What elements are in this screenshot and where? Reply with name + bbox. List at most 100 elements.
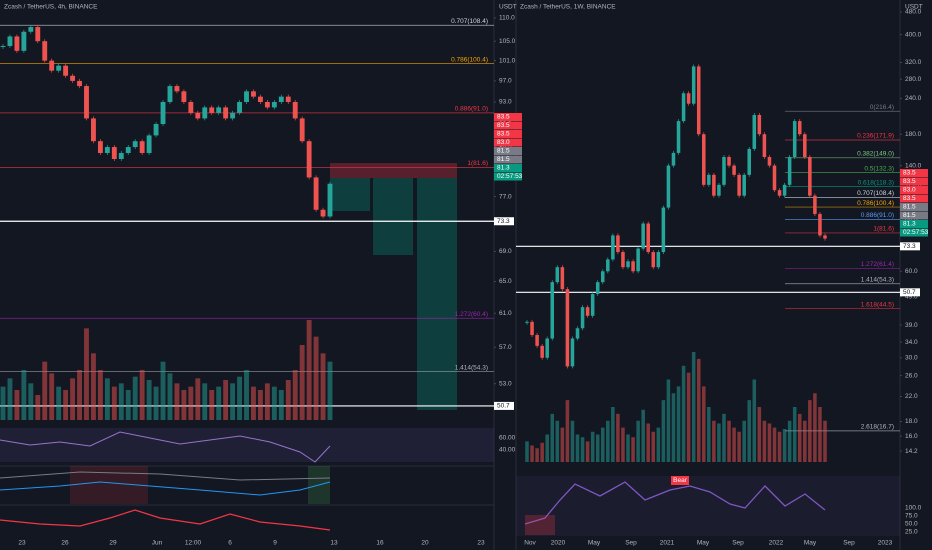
- candle: [752, 115, 757, 149]
- volume-bar: [251, 386, 256, 420]
- candle: [550, 282, 555, 339]
- volume-bar: [671, 393, 676, 462]
- volume-bar: [313, 336, 319, 420]
- y-tick-label: 93.0: [499, 99, 512, 106]
- volume-bar: [570, 420, 575, 462]
- candle: [181, 91, 187, 102]
- candle: [21, 31, 27, 51]
- price-tag: 83.0: [903, 187, 916, 194]
- price-tag: 83.5: [903, 170, 916, 177]
- indicator-tick: 60.00: [499, 435, 516, 442]
- candle: [230, 112, 236, 119]
- price-tag: 81.3: [903, 221, 916, 228]
- volume-bar: [223, 380, 229, 420]
- y-tick-label: 101.0: [499, 57, 516, 64]
- volume-bar: [813, 393, 817, 462]
- y-tick-label: 400.0: [905, 31, 922, 38]
- indicator-line: [0, 481, 331, 496]
- fib-label: 0.707(108.4): [451, 18, 488, 25]
- volume-bar: [661, 400, 666, 462]
- candle: [278, 96, 284, 102]
- volume-bar: [626, 434, 630, 462]
- y-tick-label: 22.0: [905, 393, 918, 400]
- fib-label: 0(216.4): [870, 104, 894, 111]
- candle: [792, 121, 797, 157]
- y-tick-label: 97.0: [499, 78, 512, 85]
- volume-bar: [535, 448, 539, 462]
- price-tag: 81.3: [497, 165, 510, 172]
- volume-bar: [139, 370, 145, 420]
- volume-bar: [676, 386, 681, 462]
- candle: [111, 147, 117, 159]
- candle: [313, 177, 319, 210]
- candle: [681, 93, 686, 122]
- candle: [823, 235, 827, 239]
- fib-label: 0.5(132.3): [864, 165, 894, 172]
- price-tag-box: [900, 194, 928, 203]
- y-tick-label: 320.0: [905, 59, 922, 66]
- candle: [223, 107, 229, 119]
- y-tick-label: 57.0: [499, 344, 512, 351]
- volume-bar: [565, 400, 570, 462]
- price-tag: 83.5: [903, 178, 916, 185]
- y-tick-label: 60.0: [905, 268, 918, 275]
- volume-bar: [0, 386, 6, 420]
- target-box: [417, 178, 457, 410]
- y-tick-label: 26.0: [905, 372, 918, 379]
- candle: [285, 96, 291, 102]
- volume-bar: [285, 380, 291, 420]
- candle: [237, 101, 242, 113]
- candle: [153, 124, 159, 136]
- y-tick-label: 240.0: [905, 95, 922, 102]
- candle: [299, 118, 305, 142]
- volume-bar: [631, 437, 635, 462]
- fib-label: 1.272(61.4): [861, 261, 894, 268]
- x-tick-label: 13: [330, 540, 338, 547]
- price-tag-box: [494, 401, 514, 410]
- price-tag-box: [494, 164, 522, 172]
- risk-box: [330, 163, 457, 178]
- candle: [782, 184, 787, 196]
- y-tick-label: 30.0: [905, 354, 918, 361]
- candle: [0, 45, 6, 47]
- candle: [306, 141, 312, 178]
- volume-bar: [762, 420, 767, 462]
- candle: [646, 223, 650, 253]
- volume-bar: [160, 361, 166, 420]
- volume-bar: [28, 383, 34, 420]
- candle: [656, 252, 661, 268]
- fib-label: 1.272(60.4): [455, 311, 488, 318]
- x-tick-label: Sep: [843, 540, 855, 547]
- volume-bar: [696, 358, 701, 462]
- x-tick-label: 2023: [878, 540, 893, 547]
- fib-label: 0.236(171.9): [857, 133, 894, 140]
- price-tag-box: [900, 186, 928, 194]
- volume-bar: [782, 429, 787, 462]
- candle: [160, 101, 166, 125]
- candle: [104, 147, 110, 153]
- volume-bar: [42, 361, 48, 420]
- candle: [139, 141, 145, 153]
- fib-label: 0.618(118.3): [858, 179, 894, 186]
- volume-bar: [621, 427, 625, 462]
- price-tag: 73.3: [497, 218, 510, 225]
- volume-bar: [636, 420, 640, 462]
- candle: [35, 27, 41, 42]
- x-tick-label: 12:00: [185, 540, 202, 547]
- price-tag-box: [494, 121, 522, 130]
- volume-bar: [540, 442, 544, 462]
- volume-bar: [702, 386, 706, 462]
- volume-bar: [772, 427, 777, 462]
- volume-bar: [327, 361, 333, 420]
- candle: [49, 60, 55, 71]
- fib-label: 0.382(149.0): [857, 151, 894, 158]
- x-tick-label: 20: [421, 540, 429, 547]
- price-tag: 83.5: [497, 114, 510, 121]
- candle: [691, 66, 696, 104]
- volume-bar: [641, 409, 645, 462]
- volume-bar: [651, 431, 656, 462]
- volume-bar: [777, 431, 782, 462]
- candle: [97, 141, 103, 153]
- candle: [327, 183, 333, 217]
